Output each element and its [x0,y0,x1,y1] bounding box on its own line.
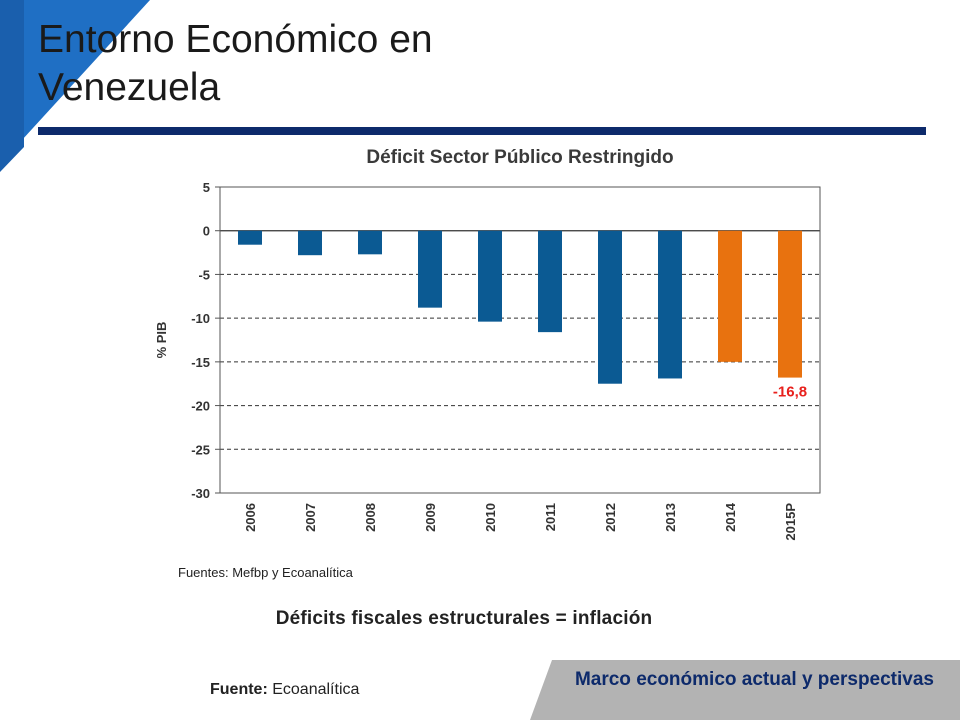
y-axis-label: % PIB [154,322,169,359]
bar-chart: 5 0 -5 -10 -15 -20 -25 -30 2006 2007 2008 2009 2010… [154,180,821,541]
data-label: -16,8 [773,384,807,401]
slide-source: Fuente: Ecoanalítica [210,681,359,699]
x-tick-label: 2014 [723,502,738,532]
x-tick-label: 2008 [363,503,378,532]
x-tick-label: 2010 [483,503,498,532]
slide-caption: Déficits fiscales estructurales = inflac… [275,608,653,629]
bar-2006 [238,230,262,245]
x-tick-label: 2013 [663,503,678,532]
bar-2009 [418,230,442,308]
source-label: Fuente: [210,681,268,698]
bar-2011 [538,230,562,333]
bar-2010 [478,230,502,322]
y-tick-label: -5 [198,267,210,282]
x-tick-labels: 2006 2007 2008 2009 2010 2011 2012 2013 2014 2015… [243,502,798,540]
x-tick-label: 2011 [543,503,558,531]
footer-banner [530,660,960,720]
slide-title: Entorno Económico en Venezuela [38,16,433,112]
x-tick-label: 2015P [783,503,798,541]
x-tick-label: 2012 [603,503,618,532]
source-value: Ecoanalítica [267,681,360,698]
footer-title: Marco económico actual y perspectivas [574,669,934,690]
chart-title: Déficit Sector Público Restringido [366,147,674,168]
y-tick-labels: 5 0 -5 -10 -15 -20 -25 -30 [191,180,210,501]
y-tick-label: 5 [203,180,210,195]
x-tick-label: 2009 [423,503,438,532]
chart-source-note: Fuentes: Mefbp y Ecoanalítica [178,565,353,580]
chart-bars [238,230,802,384]
corner-decoration [0,0,150,172]
y-tick-label: -15 [191,355,210,370]
plot-frame [219,186,821,494]
x-tick-label: 2006 [243,503,258,532]
bar-2013 [658,230,682,379]
y-tick-label: -20 [191,399,210,414]
bar-2015P [778,230,802,378]
y-tick-label: 0 [203,224,210,239]
y-tick-label: -25 [191,442,210,457]
bar-2012 [598,230,622,384]
y-tick-label: -30 [191,486,210,501]
x-tick-label: 2007 [303,503,318,532]
bar-2007 [298,230,322,256]
title-line-1: Entorno Económico en [38,18,433,61]
bar-2014 [718,230,742,362]
y-tick-label: -10 [191,311,210,326]
title-underline [38,127,926,135]
data-labels: -16,8 [773,384,807,401]
bar-2008 [358,230,382,255]
title-line-2: Venezuela [38,66,221,109]
